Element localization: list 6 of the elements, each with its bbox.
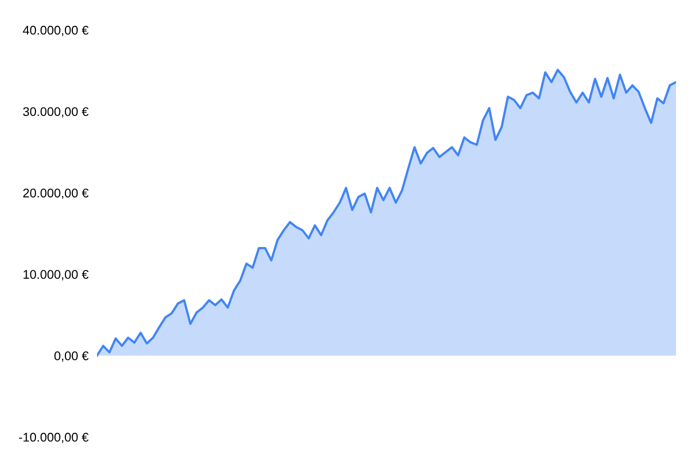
y-tick-label: 40.000,00 € bbox=[22, 26, 88, 36]
y-tick-label: 0,00 € bbox=[54, 351, 88, 362]
y-tick-label: -10.000,00 € bbox=[19, 432, 88, 444]
y-tick-label: 10.000,00 € bbox=[24, 270, 88, 280]
y-tick-label: 20.000,00 € bbox=[23, 188, 88, 199]
y-tick-label: 30.000,00 € bbox=[23, 107, 88, 118]
